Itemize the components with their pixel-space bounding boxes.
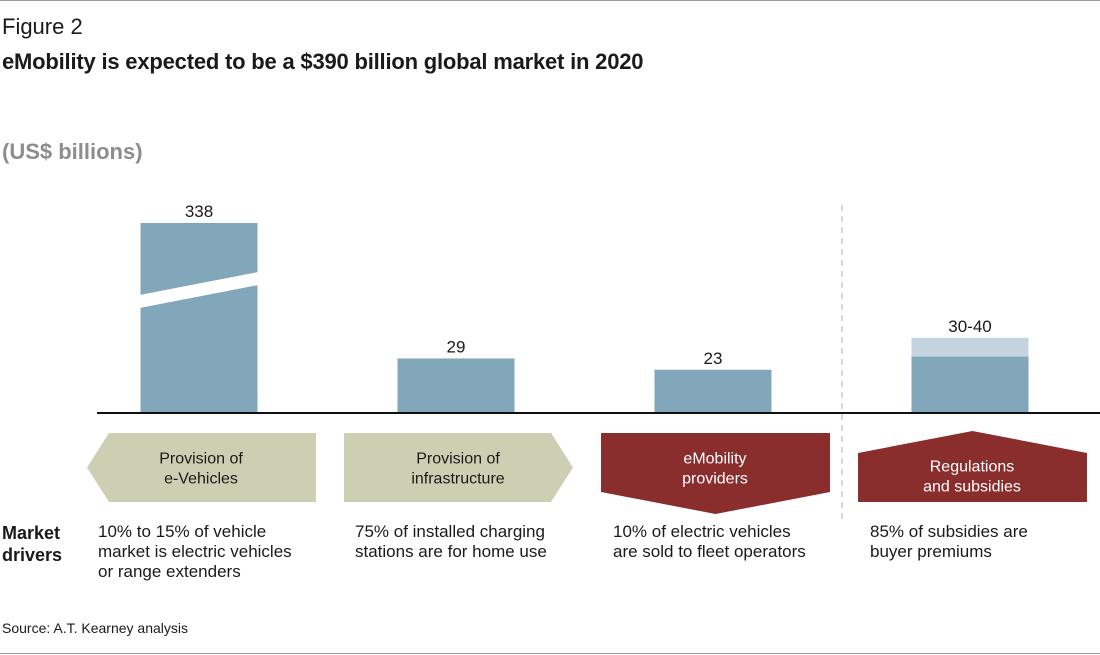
figure-label: Figure 2 bbox=[2, 14, 83, 39]
segment-label-line2-2: providers bbox=[682, 471, 748, 488]
bar-chart: 338 29 23 30-40 Provision of e-Vehicles Provis… bbox=[87, 202, 1100, 520]
figure-title: eMobility is expected to be a $390 billi… bbox=[2, 49, 644, 74]
market-driver-line: are sold to fleet operators bbox=[613, 542, 806, 561]
market-driver-3: 85% of subsidies are buyer premiums bbox=[870, 522, 1028, 562]
segment-arrow-2 bbox=[601, 433, 830, 514]
segment-label-line1-3: Regulations bbox=[930, 459, 1015, 476]
segment-label-line2-0: e-Vehicles bbox=[164, 471, 238, 488]
segment-label-line1-1: Provision of bbox=[416, 451, 500, 468]
market-drivers-heading: Market drivers bbox=[2, 522, 62, 566]
drivers-heading-line1: Market bbox=[2, 523, 61, 543]
bar-range-3 bbox=[911, 337, 1029, 357]
unit-label: (US$ billions) bbox=[2, 139, 143, 164]
market-driver-2: 10% of electric vehicles are sold to flee… bbox=[613, 522, 806, 562]
data-label-1: 29 bbox=[447, 337, 466, 356]
segment-label-line2-1: infrastructure bbox=[411, 471, 504, 488]
segment-arrow-1 bbox=[344, 433, 573, 502]
source-note: Source: A.T. Kearney analysis bbox=[2, 620, 188, 636]
data-label-0: 338 bbox=[185, 202, 213, 221]
bar-1 bbox=[397, 358, 515, 413]
bar-0 bbox=[140, 223, 258, 413]
market-driver-line: 10% of electric vehicles bbox=[613, 522, 791, 541]
segment-arrow-0 bbox=[87, 433, 316, 502]
market-driver-line: stations are for home use bbox=[355, 542, 547, 561]
bar-3 bbox=[911, 356, 1029, 413]
segment-arrow-3 bbox=[858, 431, 1087, 502]
segment-label-line2-3: and subsidies bbox=[923, 479, 1021, 496]
bar-2 bbox=[654, 369, 772, 413]
drivers-heading-line2: drivers bbox=[2, 545, 63, 565]
market-driver-line: buyer premiums bbox=[870, 542, 992, 561]
segment-label-line1-2: eMobility bbox=[683, 451, 746, 468]
data-label-3: 30-40 bbox=[948, 317, 991, 336]
market-driver-line: 85% of subsidies are bbox=[870, 522, 1028, 541]
market-driver-1: 75% of installed charging stations are fo… bbox=[355, 522, 547, 562]
data-label-2: 23 bbox=[704, 349, 723, 368]
market-driver-0: 10% to 15% of vehicle market is electric … bbox=[98, 522, 292, 582]
market-driver-line: 75% of installed charging bbox=[355, 522, 545, 541]
segment-label-line1-0: Provision of bbox=[159, 451, 243, 468]
market-driver-line: 10% to 15% of vehicle bbox=[98, 522, 267, 541]
top-rule bbox=[0, 0, 1100, 1]
bottom-rule bbox=[0, 653, 1100, 654]
axis-break-mark bbox=[139, 272, 259, 308]
market-driver-line: market is electric vehicles bbox=[98, 542, 292, 561]
market-driver-line: or range extenders bbox=[98, 562, 241, 581]
